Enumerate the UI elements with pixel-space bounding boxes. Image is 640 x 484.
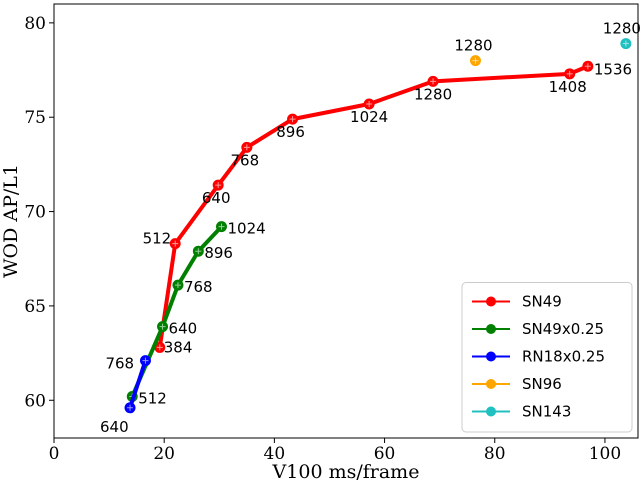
- data-point-marker-rn18x0-25: [142, 357, 149, 364]
- data-label-sn96: 1280: [454, 37, 492, 55]
- legend-label-sn49x0-25: SN49x0.25: [522, 320, 604, 338]
- series-layer: [124, 38, 632, 414]
- data-point-marker-sn49x0-25: [195, 248, 202, 255]
- data-label-sn49: 1280: [414, 85, 452, 103]
- y-axis-title: WOD AP/L1: [0, 164, 22, 278]
- x-tick-label: 0: [49, 444, 60, 464]
- data-label-sn49: 512: [143, 230, 172, 248]
- data-label-sn49: 1408: [549, 78, 587, 96]
- legend-marker-sn49: [486, 296, 496, 307]
- data-point-marker-sn49: [172, 240, 179, 247]
- legend-marker-sn96: [486, 379, 496, 389]
- data-label-sn49x0-25: 896: [204, 244, 233, 262]
- x-axis-title: V100 ms/frame: [272, 461, 420, 483]
- y-tick-label: 60: [24, 391, 46, 411]
- data-label-sn49: 384: [164, 338, 193, 356]
- y-tick-label: 70: [24, 203, 46, 223]
- legend-marker-sn143: [486, 406, 496, 417]
- data-label-sn49x0-25: 512: [138, 389, 167, 407]
- data-point-marker-sn49: [584, 63, 591, 70]
- y-tick-label: 75: [24, 108, 46, 128]
- legend-marker-sn49x0-25: [486, 324, 496, 334]
- data-point-marker-sn49x0-25: [174, 282, 181, 289]
- data-label-rn18x0-25: 640: [100, 418, 129, 436]
- legend-label-sn49: SN49: [522, 293, 562, 311]
- legend-label-rn18x0-25: RN18x0.25: [522, 348, 605, 366]
- x-tick-label: 40: [264, 444, 286, 464]
- data-point-marker-sn49x0-25: [218, 223, 225, 230]
- data-point-marker-sn49: [289, 116, 296, 123]
- point-labels: 384 512 640 768 896 1024 1280 1408 1536 512 640 768…: [100, 20, 640, 436]
- data-label-sn49x0-25: 768: [184, 278, 213, 296]
- legend: SN49 SN49x0.25 RN18x0.25 SN96 SN143: [461, 282, 633, 433]
- data-point-marker-rn18x0-25: [127, 404, 134, 411]
- legend-label-sn143: SN143: [522, 403, 571, 421]
- legend-box: [461, 282, 633, 433]
- y-tick-label: 65: [24, 297, 46, 317]
- data-label-sn143: 1280: [603, 20, 640, 38]
- data-point-marker-sn49x0-25: [159, 323, 166, 330]
- data-label-rn18x0-25: 768: [105, 355, 134, 373]
- data-label-sn49: 1536: [594, 60, 632, 78]
- legend-label-sn96: SN96: [522, 375, 562, 393]
- data-point-marker-sn49: [366, 101, 373, 108]
- x-tick-label: 20: [153, 444, 175, 464]
- series-line-rn18x0-25: [128, 360, 148, 409]
- data-point-marker-sn49: [566, 70, 573, 77]
- data-label-sn49x0-25: 1024: [227, 220, 265, 238]
- x-tick-label: 80: [484, 444, 506, 464]
- y-tick-label: 80: [24, 14, 46, 34]
- data-label-sn49: 1024: [350, 108, 388, 126]
- data-point-marker-sn49: [215, 182, 222, 189]
- data-label-sn49x0-25: 640: [169, 320, 198, 338]
- data-label-sn49: 896: [276, 123, 305, 141]
- data-point-marker-sn49: [430, 78, 437, 85]
- legend-marker-rn18x0-25: [486, 351, 496, 362]
- data-point-marker-sn49: [243, 144, 250, 151]
- data-label-sn49: 640: [202, 189, 231, 207]
- x-tick-label: 60: [374, 444, 396, 464]
- x-tick-label: 100: [589, 444, 621, 464]
- axis-ticks: 0 20 40 60 80 100 60 65 70 75 80: [24, 14, 621, 464]
- data-label-sn49: 768: [231, 151, 260, 169]
- data-point-marker-sn143: [622, 40, 629, 47]
- data-point-marker-sn96: [472, 57, 479, 64]
- data-point-marker-sn49: [156, 344, 163, 351]
